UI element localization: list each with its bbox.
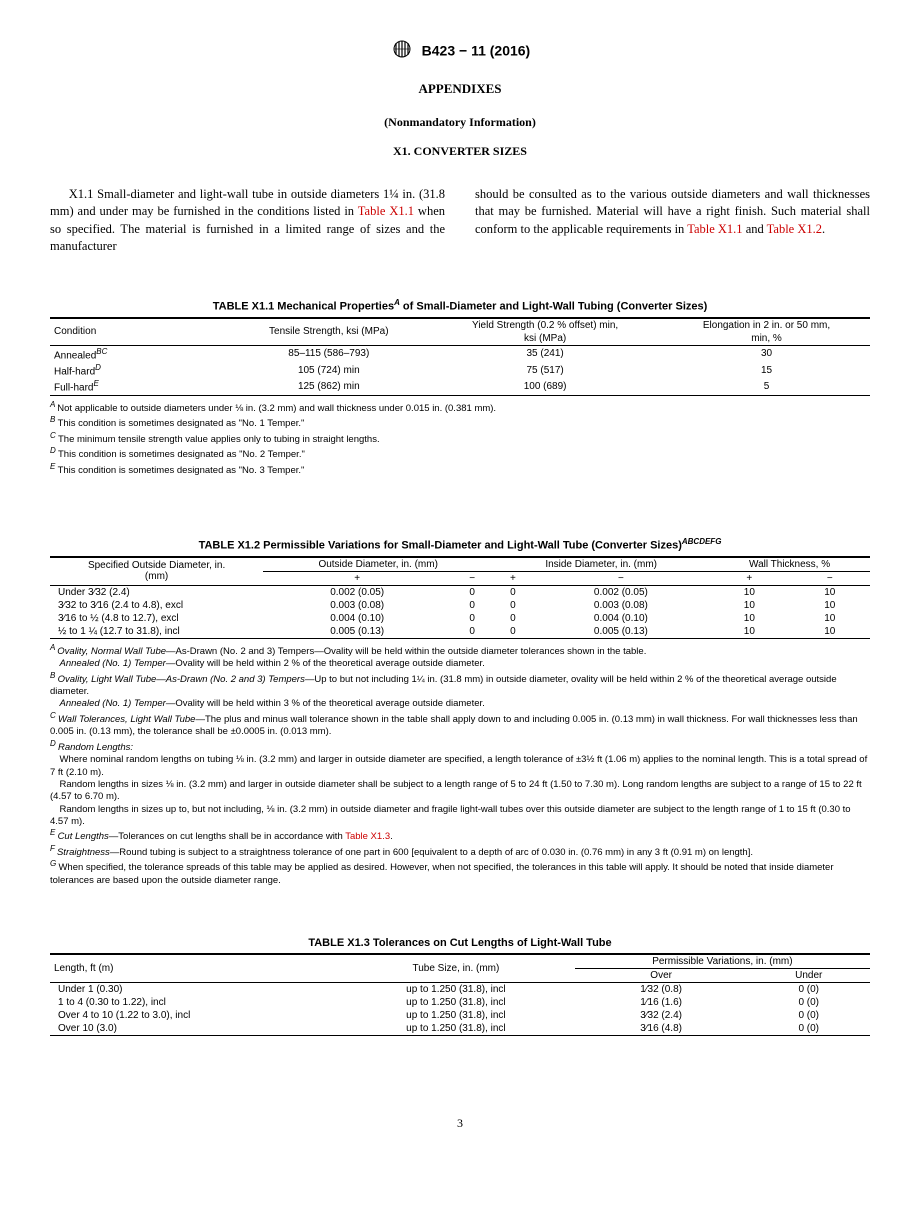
appendix-title: APPENDIXES: [50, 81, 870, 97]
table-x13-title: TABLE X1.3 Tolerances on Cut Lengths of …: [50, 937, 870, 949]
table-ref-link[interactable]: Table X1.1: [687, 222, 742, 236]
col-tensile: Tensile Strength, ksi (MPa): [230, 318, 427, 346]
table-row: Under 3⁄32 (2.4)0.002 (0.05)000.002 (0.0…: [50, 585, 870, 599]
col-tube: Tube Size, in. (mm): [337, 954, 575, 983]
table-row: 1 to 4 (0.30 to 1.22), inclup to 1.250 (…: [50, 996, 870, 1009]
table-row: Over 10 (3.0)up to 1.250 (31.8), incl3⁄1…: [50, 1022, 870, 1036]
section-title: X1. CONVERTER SIZES: [50, 144, 870, 159]
col-id: Inside Diameter, in. (mm): [493, 557, 709, 572]
table-row: 3⁄16 to ½ (4.8 to 12.7), excl0.004 (0.10…: [50, 612, 870, 625]
body-text: X1.1 Small-diameter and light-wall tube …: [50, 173, 870, 268]
table-row: Under 1 (0.30)up to 1.250 (31.8), incl1⁄…: [50, 983, 870, 997]
table-ref-link[interactable]: Table X1.1: [358, 204, 414, 218]
standard-number: B423 − 11 (2016): [422, 43, 531, 59]
table-x11-title: TABLE X1.1 Mechanical PropertiesA of Sma…: [50, 298, 870, 313]
col-spec-od: Specified Outside Diameter, in.(mm): [50, 557, 263, 586]
para-text: .: [822, 222, 825, 236]
table-x12: Specified Outside Diameter, in.(mm) Outs…: [50, 556, 870, 639]
table-x12-footnotes: A Ovality, Normal Wall Tube—As-Drawn (No…: [50, 643, 870, 887]
page-number: 3: [50, 1116, 870, 1131]
astm-logo-icon: [390, 40, 414, 61]
col-od: Outside Diameter, in. (mm): [263, 557, 493, 572]
table-ref-link[interactable]: Table X1.3: [345, 831, 390, 842]
col-wall: Wall Thickness, %: [709, 557, 870, 572]
table-row: AnnealedBC: [50, 345, 230, 362]
table-row: ½ to 1 ¼ (12.7 to 31.8), incl0.005 (0.13…: [50, 625, 870, 639]
table-x13: Length, ft (m) Tube Size, in. (mm) Permi…: [50, 953, 870, 1036]
table-x11-footnotes: A Not applicable to outside diameters un…: [50, 400, 870, 478]
para-text: and: [743, 222, 767, 236]
nonmandatory-note: (Nonmandatory Information): [50, 115, 870, 130]
col-length: Length, ft (m): [50, 954, 337, 983]
table-row: Over 4 to 10 (1.22 to 3.0), inclup to 1.…: [50, 1009, 870, 1022]
header: B423 − 11 (2016): [50, 40, 870, 61]
table-x11: Condition Tensile Strength, ksi (MPa) Yi…: [50, 317, 870, 396]
col-condition: Condition: [50, 318, 230, 346]
col-perm: Permissible Variations, in. (mm): [575, 954, 870, 969]
table-ref-link[interactable]: Table X1.2: [767, 222, 822, 236]
col-yield: Yield Strength (0.2 % offset) min,: [427, 318, 663, 332]
table-row: Half-hardD: [50, 362, 230, 378]
col-elong: Elongation in 2 in. or 50 mm,: [663, 318, 870, 332]
table-row: 3⁄32 to 3⁄16 (2.4 to 4.8), excl0.003 (0.…: [50, 599, 870, 612]
table-row: Full-hardE: [50, 378, 230, 395]
table-x12-title: TABLE X1.2 Permissible Variations for Sm…: [50, 537, 870, 552]
